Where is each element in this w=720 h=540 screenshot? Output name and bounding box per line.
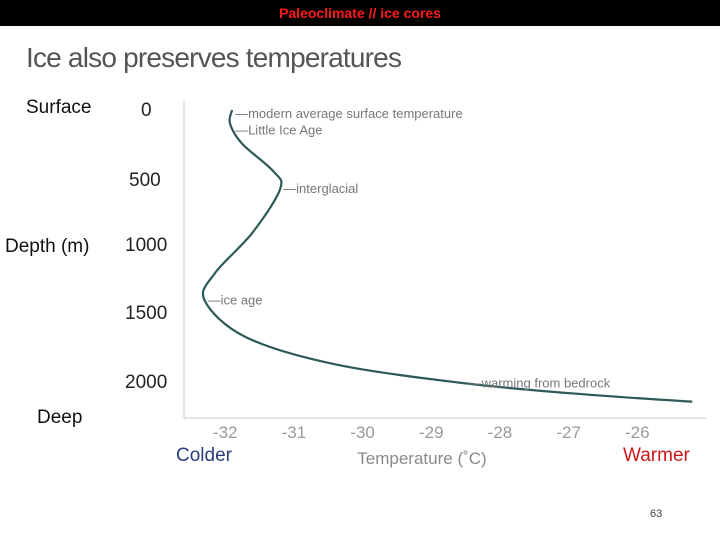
depth-axis-label: Depth (m): [5, 236, 90, 257]
x-tick-label: -28: [488, 423, 513, 442]
y-tick-label: 0: [141, 100, 152, 121]
curve-annotation: —interglacial: [283, 181, 358, 196]
curve-annotation: —warming from bedrock: [469, 375, 611, 390]
y-tick-label: 2000: [125, 372, 168, 393]
temperature-profile-line: [201, 109, 693, 403]
x-tick-label: -30: [350, 423, 375, 442]
curve-annotation: —modern average surface temperature: [235, 106, 463, 121]
x-tick-label: -29: [419, 423, 444, 442]
surface-label: Surface: [26, 97, 92, 118]
x-tick-label: -27: [556, 423, 581, 442]
header-bar: Paleoclimate // ice cores: [0, 0, 720, 26]
curve-annotation: —ice age: [208, 292, 263, 307]
header-title: Paleoclimate // ice cores: [279, 5, 441, 21]
colder-label: Colder: [176, 445, 232, 466]
y-tick-label: 500: [129, 170, 161, 191]
x-axis-label: Temperature (˚C): [357, 449, 486, 468]
warmer-label: Warmer: [623, 445, 690, 466]
x-tick-label: -31: [282, 423, 307, 442]
y-tick-label: 1500: [125, 303, 168, 324]
slide-title: Ice also preserves temperatures: [26, 42, 402, 73]
x-tick-label: -26: [625, 423, 650, 442]
deep-label: Deep: [37, 407, 83, 428]
page-number: 63: [650, 508, 663, 520]
curve-annotation: —Little Ice Age: [235, 122, 322, 137]
y-tick-label: 1000: [125, 235, 168, 256]
x-tick-label: -32: [213, 423, 238, 442]
